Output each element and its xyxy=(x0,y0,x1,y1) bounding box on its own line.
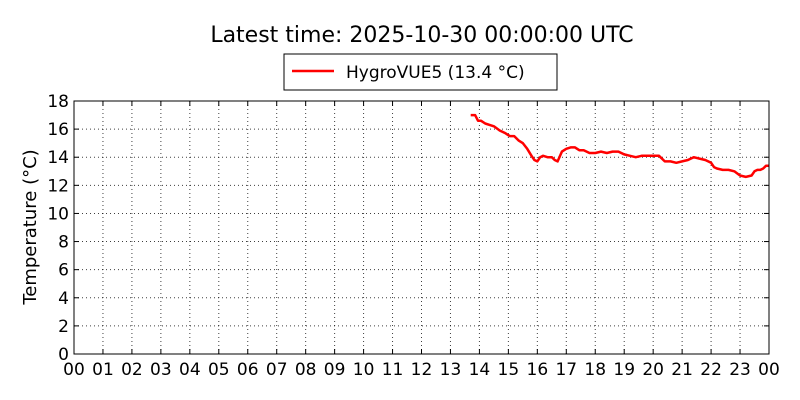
x-tick-label: 16 xyxy=(527,360,549,380)
x-tick-label: 17 xyxy=(555,360,577,380)
x-tick-label: 21 xyxy=(671,360,693,380)
x-tick-label: 00 xyxy=(758,360,780,380)
x-tick-label: 12 xyxy=(411,360,433,380)
x-tick-labels: 00 01 02 03 04 05 06 07 08 09 10 11 12 13 14 15 16 17 18 19… xyxy=(63,360,780,380)
y-tick-label: 8 xyxy=(58,233,69,253)
x-tick-label: 20 xyxy=(642,360,664,380)
ticks-layer xyxy=(73,100,770,355)
x-tick-label: 04 xyxy=(179,360,201,380)
x-tick-label: 14 xyxy=(469,360,491,380)
x-tick-label: 13 xyxy=(440,360,462,380)
legend: HygroVUE5 (13.4 °C) xyxy=(283,53,558,91)
y-tick-label: 14 xyxy=(47,148,69,168)
y-tick-label: 10 xyxy=(47,204,69,224)
y-tick-label: 2 xyxy=(58,317,69,337)
x-tick-label: 00 xyxy=(63,360,85,380)
y-tick-label: 12 xyxy=(47,176,69,196)
x-tick-label: 09 xyxy=(324,360,346,380)
x-tick-label: 15 xyxy=(498,360,520,380)
series-layer xyxy=(470,113,769,179)
x-tick-label: 07 xyxy=(266,360,288,380)
y-tick-label: 4 xyxy=(58,289,69,309)
x-tick-label: 03 xyxy=(150,360,172,380)
y-tick-labels: 0 2 4 6 8 10 12 14 16 18 xyxy=(47,92,69,365)
y-tick-label: 18 xyxy=(47,92,69,112)
chart-title: Latest time: 2025-10-30 00:00:00 UTC xyxy=(210,23,633,48)
x-tick-label: 10 xyxy=(353,360,375,380)
x-tick-label: 05 xyxy=(208,360,230,380)
x-tick-label: 22 xyxy=(700,360,722,380)
x-tick-label: 01 xyxy=(92,360,114,380)
plot-frame xyxy=(73,100,770,355)
x-tick-label: 02 xyxy=(121,360,143,380)
legend-label: HygroVUE5 (13.4 °C) xyxy=(346,63,525,83)
x-tick-label: 11 xyxy=(382,360,404,380)
y-tick-label: 16 xyxy=(47,120,69,140)
x-tick-label: 19 xyxy=(613,360,635,380)
y-tick-label: 6 xyxy=(58,261,69,281)
x-tick-label: 18 xyxy=(584,360,606,380)
x-tick-label: 08 xyxy=(295,360,317,380)
y-axis-label: Temperature (°C) xyxy=(20,149,41,305)
grid-layer xyxy=(74,101,769,354)
series-line xyxy=(470,113,769,179)
y-tick-label: 0 xyxy=(58,345,69,365)
x-tick-label: 06 xyxy=(237,360,259,380)
x-tick-label: 23 xyxy=(729,360,751,380)
